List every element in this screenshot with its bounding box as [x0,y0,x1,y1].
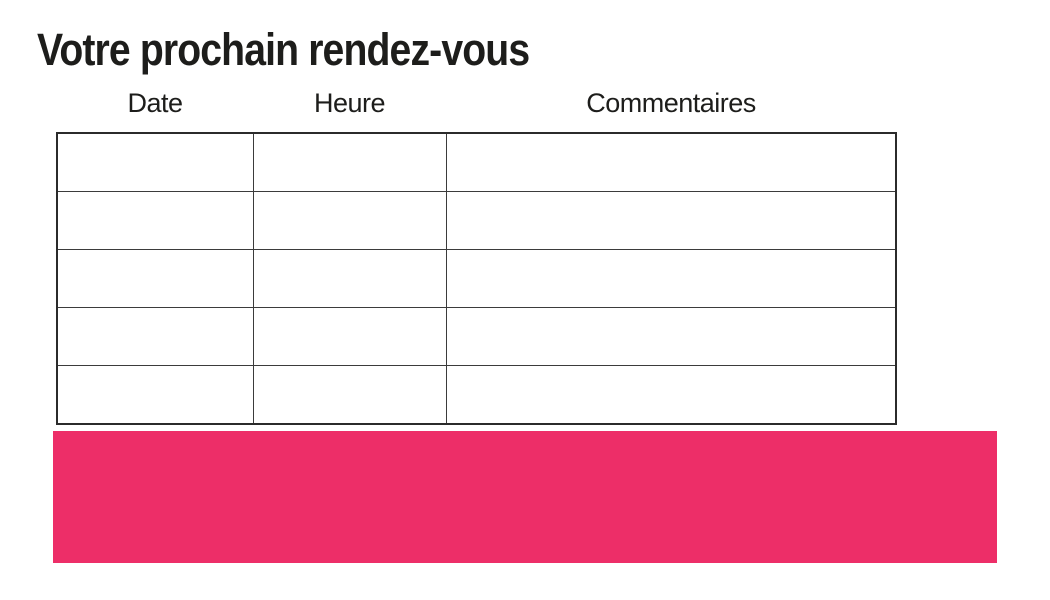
column-header-date: Date [127,88,183,118]
table-cell [252,132,447,192]
table-header-row: Date Heure Commentaires [57,88,896,133]
table-cell [445,365,897,425]
table-cell [56,307,254,366]
column-header-commentaires: Commentaires [586,88,756,118]
table-cell [252,307,447,366]
table-cell [56,132,254,192]
appointments-table: Date Heure Commentaires [56,88,897,425]
table-cell [445,307,897,366]
table-row [56,365,897,425]
table-row [56,191,897,250]
table-row [56,249,897,308]
table-cell [445,132,897,192]
table-cell [445,191,897,250]
table-cell [252,249,447,308]
table-row [56,132,897,192]
table-cell [56,249,254,308]
table-cell [445,249,897,308]
table-body [56,132,897,425]
table-row [56,307,897,366]
table-cell [56,365,254,425]
accent-banner [53,431,997,563]
table-cell [252,191,447,250]
table-cell [56,191,254,250]
page-title: Votre prochain rendez-vous [37,24,530,75]
table-cell [252,365,447,425]
column-header-heure: Heure [313,88,386,118]
